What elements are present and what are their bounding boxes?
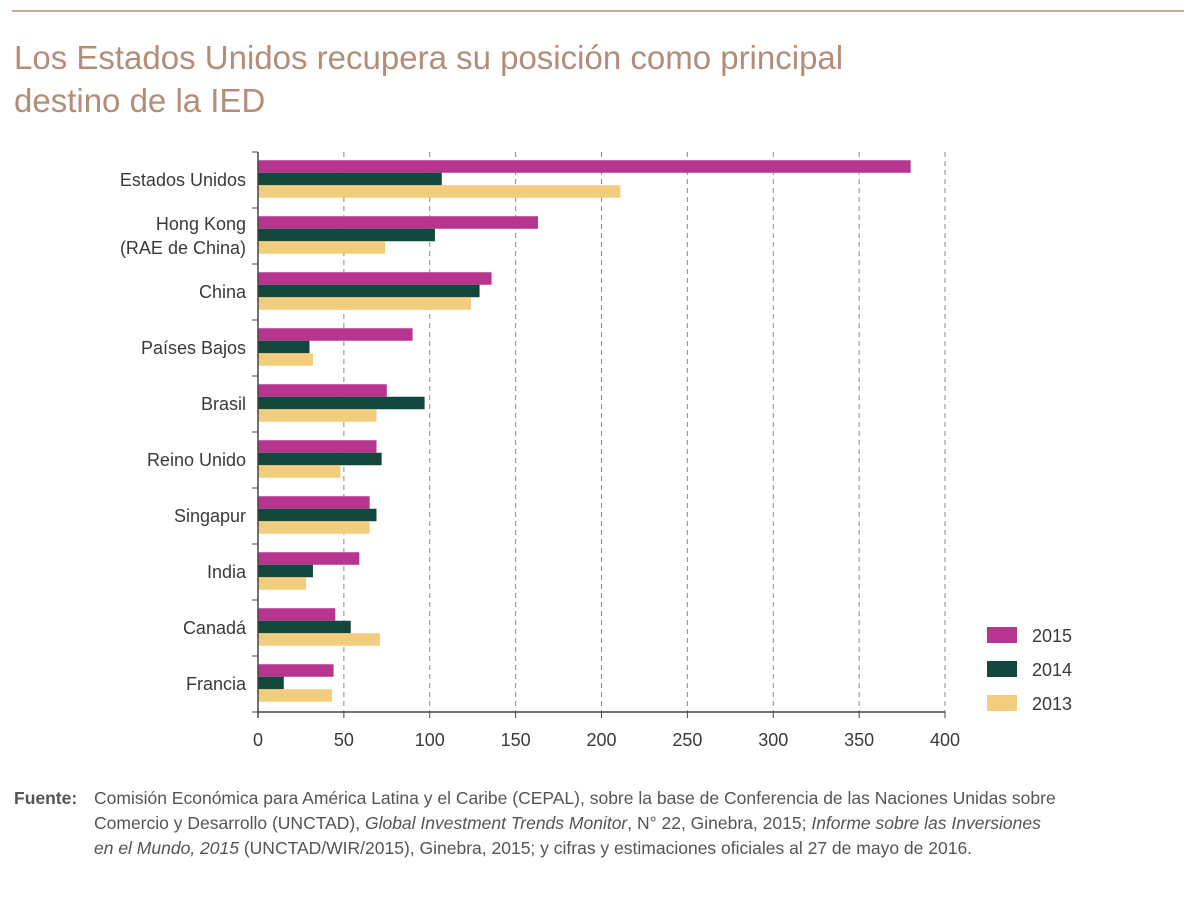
source-note: Fuente: Comisión Económica para América … xyxy=(14,786,1189,861)
x-tick-label: 250 xyxy=(672,730,702,750)
category-label: China xyxy=(199,282,247,302)
bar xyxy=(258,521,370,534)
x-tick-label: 150 xyxy=(501,730,531,750)
source-text: Comisión Económica para América Latina y… xyxy=(94,786,1189,861)
top-rule xyxy=(12,10,1184,12)
bar xyxy=(258,664,334,677)
bar xyxy=(258,228,435,242)
x-tick-label: 100 xyxy=(415,730,445,750)
bar xyxy=(258,552,360,565)
bar xyxy=(258,396,425,410)
bar xyxy=(258,340,310,354)
legend-label: 2013 xyxy=(1032,694,1072,714)
bar xyxy=(258,564,313,578)
bar xyxy=(258,353,313,366)
legend-swatch xyxy=(987,695,1017,711)
bar xyxy=(258,272,492,285)
category-label: Reino Unido xyxy=(147,450,246,470)
x-tick-label: 200 xyxy=(586,730,616,750)
legend-swatch xyxy=(987,627,1017,643)
bar xyxy=(258,241,386,254)
category-label: India xyxy=(207,562,247,582)
x-tick-label: 350 xyxy=(844,730,874,750)
bar xyxy=(258,185,621,198)
source-run: en el Mundo, 2015 xyxy=(94,838,239,858)
bar xyxy=(258,216,538,229)
bar xyxy=(258,409,377,422)
bar xyxy=(258,297,471,310)
x-tick-label: 400 xyxy=(930,730,960,750)
bar-chart: Estados Unidos Hong Kong (RAE de China) Chi… xyxy=(120,151,1072,750)
category-label: (RAE de China) xyxy=(120,238,246,258)
chart-title: Los Estados Unidos recupera su posición … xyxy=(14,36,1014,122)
legend-label: 2015 xyxy=(1032,626,1072,646)
source-run: Comercio y Desarrollo (UNCTAD), xyxy=(94,813,365,833)
source-run: Global Investment Trends Monitor xyxy=(364,813,628,833)
bar xyxy=(258,328,413,341)
legend-swatch xyxy=(987,661,1017,677)
bar xyxy=(258,633,380,646)
bar xyxy=(258,452,382,466)
x-tick-label: 50 xyxy=(334,730,354,750)
source-run: (UNCTAD/WIR/2015), Ginebra, 2015; y cifr… xyxy=(238,838,973,858)
category-label: Países Bajos xyxy=(141,338,246,358)
category-label: Brasil xyxy=(201,394,246,414)
source-line: Comisión Económica para América Latina y… xyxy=(94,786,1189,811)
bar xyxy=(258,440,377,453)
bar xyxy=(258,508,377,522)
category-label: Singapur xyxy=(174,506,246,526)
bar xyxy=(258,496,370,509)
source-line: en el Mundo, 2015 (UNCTAD/WIR/2015), Gin… xyxy=(94,836,1189,861)
category-label: Hong Kong xyxy=(156,214,246,234)
source-line: Comercio y Desarrollo (UNCTAD), Global I… xyxy=(94,811,1189,836)
x-tick-label: 300 xyxy=(758,730,788,750)
x-tick-label: 0 xyxy=(253,730,263,750)
bar xyxy=(258,465,341,478)
bar xyxy=(258,676,284,690)
source-run: Informe sobre las Inversiones xyxy=(811,813,1041,833)
source-run: Comisión Económica para América Latina y… xyxy=(94,788,1056,808)
category-label: Estados Unidos xyxy=(120,170,246,190)
source-run: , N° 22, Ginebra, 2015; xyxy=(627,813,812,833)
legend-label: 2014 xyxy=(1032,660,1072,680)
category-label: Canadá xyxy=(183,618,247,638)
bar xyxy=(258,577,307,590)
chart-title-line-2: destino de la IED xyxy=(14,82,266,119)
source-lead: Fuente: xyxy=(14,788,78,808)
bar xyxy=(258,608,336,621)
chart-title-line-1: Los Estados Unidos recupera su posición … xyxy=(14,39,844,76)
category-label: Francia xyxy=(186,674,247,694)
bar xyxy=(258,620,351,634)
bar xyxy=(258,284,480,298)
bar xyxy=(258,172,442,186)
bar xyxy=(258,384,387,397)
bar xyxy=(258,160,911,173)
bar xyxy=(258,689,332,702)
